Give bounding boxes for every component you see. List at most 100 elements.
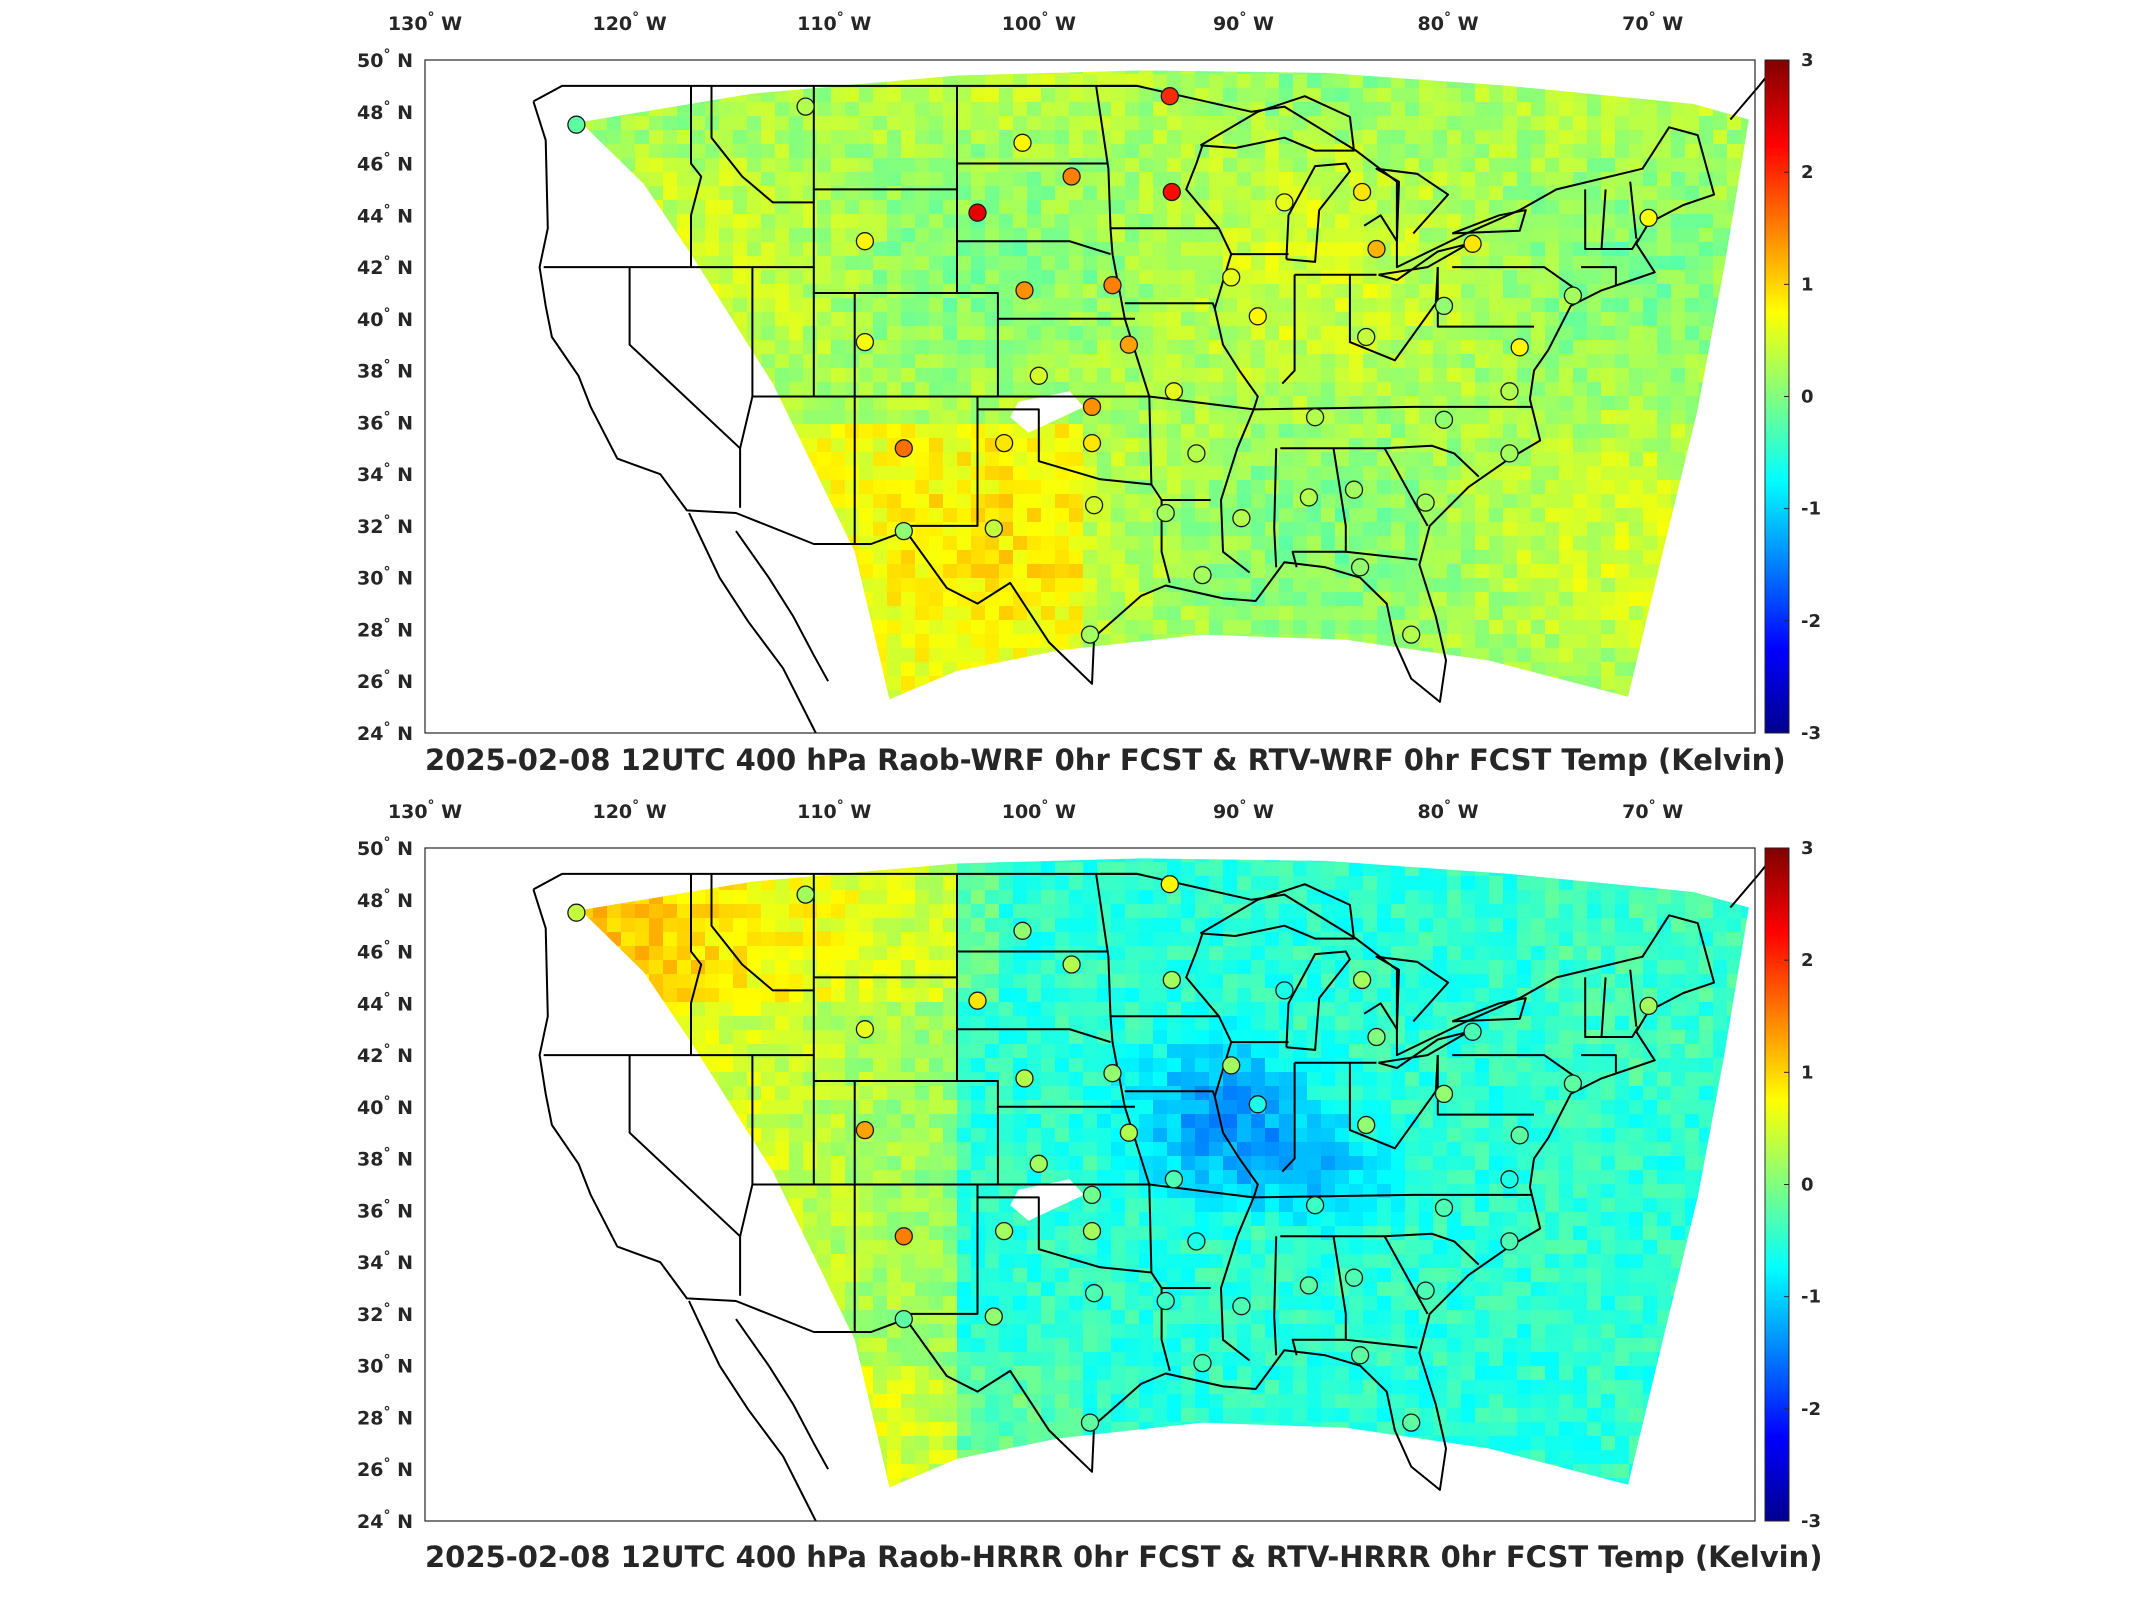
observation-marker	[984, 519, 1003, 538]
observation-marker	[1015, 1069, 1034, 1088]
colorbar-tick-label: -3	[1801, 1511, 1821, 1532]
observation-marker	[1402, 625, 1421, 644]
observation-marker	[796, 97, 815, 116]
observation-marker	[1222, 1056, 1241, 1075]
state-line	[1581, 266, 1617, 286]
state-line	[1213, 1096, 1259, 1362]
observation-marker	[1416, 1281, 1435, 1300]
lat-tick-label: 26° N	[357, 1456, 413, 1481]
observation-marker	[1156, 503, 1175, 523]
colorbar-tick-label: 1	[1801, 1062, 1814, 1083]
state-line	[752, 1183, 1254, 1199]
gulf-coast	[735, 530, 829, 682]
observation-marker	[1500, 1170, 1519, 1189]
lat-tick-label: 32° N	[357, 1301, 413, 1326]
observation-marker	[855, 1020, 875, 1039]
observation-marker	[1029, 366, 1048, 385]
colorbar-tick-label: 2	[1801, 162, 1814, 183]
panel-title-wrf: 2025-02-08 12UTC 400 hPa Raob-WRF 0hr FC…	[425, 743, 1786, 777]
colorbar-tick-label: -3	[1801, 723, 1821, 744]
state-line	[1253, 405, 1532, 411]
state-line	[1280, 444, 1480, 478]
lat-tick-label: 50° N	[357, 47, 413, 72]
state-line	[690, 85, 703, 268]
state-line	[1436, 267, 1534, 328]
observation-marker	[1080, 625, 1100, 644]
great-lake	[1285, 950, 1351, 1051]
map-svg-wrf: 130° W 120° W 110° W 100° W 90° W 80° W 70° W 5…	[357, 10, 1821, 745]
observation-marker	[984, 1307, 1003, 1326]
observation-marker	[968, 203, 987, 222]
lat-tick-label: 36° N	[357, 409, 413, 434]
observation-marker	[1500, 1232, 1519, 1251]
state-line	[628, 267, 741, 450]
state-line	[1345, 1338, 1418, 1349]
lon-tick-label: 130° W	[388, 798, 462, 823]
observation-marker	[1082, 1221, 1102, 1241]
observation-marker	[1500, 444, 1519, 463]
observation-marker	[1434, 1198, 1454, 1217]
state-line	[1281, 1062, 1296, 1173]
observation-marker	[1103, 276, 1122, 295]
lat-tick-label: 34° N	[357, 461, 413, 486]
lat-tick-label: 30° N	[357, 565, 413, 590]
observation-marker	[1082, 1185, 1102, 1205]
observation-marker	[1187, 444, 1206, 463]
state-line	[1185, 933, 1220, 1017]
lon-tick-label: 100° W	[1002, 10, 1076, 35]
lat-tick-label: 42° N	[357, 1042, 413, 1067]
map-panel-hrrr: 130° W 120° W 110° W 100° W 90° W 80° W 70° W 5…	[0, 788, 2133, 1600]
colorbar-tick-label: 2	[1801, 950, 1814, 971]
observation-marker	[1344, 480, 1364, 499]
lat-tick-label: 46° N	[357, 151, 413, 176]
map-panel-wrf: 130° W 120° W 110° W 100° W 90° W 80° W 70° W 5…	[357, 10, 1821, 777]
state-line	[903, 1184, 979, 1315]
observation-marker	[855, 232, 875, 251]
observation-marker	[1062, 167, 1081, 186]
lon-tick-label: 130° W	[388, 10, 462, 35]
boundaries	[532, 852, 1777, 1522]
state-line	[903, 396, 979, 527]
observation-marker	[1357, 327, 1376, 347]
lat-tick-label: 34° N	[357, 1249, 413, 1274]
no-data-patch	[1010, 391, 1084, 433]
state-line	[1629, 969, 1638, 1027]
state-line	[1185, 145, 1220, 229]
observation-marker	[1084, 496, 1104, 515]
baja-coast	[688, 1300, 817, 1522]
state-line	[1600, 977, 1607, 1038]
state-line	[977, 1196, 1171, 1372]
observation-marker	[1402, 1413, 1421, 1432]
state-line	[739, 1055, 754, 1296]
state-line	[1095, 873, 1153, 1273]
lon-tick-label: 120° W	[592, 10, 666, 35]
observation-marker	[1500, 382, 1519, 401]
observation-marker	[1434, 296, 1454, 316]
observation-marker	[1367, 1027, 1386, 1047]
state-line	[1584, 189, 1640, 250]
observation-marker	[1352, 970, 1372, 990]
observation-marker	[1082, 397, 1102, 417]
observation-marker	[1367, 239, 1386, 259]
state-line	[1452, 266, 1582, 294]
observation-marker	[1563, 1074, 1583, 1093]
observation-marker	[567, 903, 586, 922]
observation-marker	[1434, 410, 1454, 429]
great-lake	[1451, 209, 1527, 235]
map-frame	[424, 59, 1756, 734]
lon-tick-label: 90° W	[1213, 10, 1274, 35]
observation-marker	[1029, 1154, 1048, 1173]
observation-marker	[1305, 1196, 1325, 1215]
observation-marker	[994, 433, 1014, 453]
observation-marker	[796, 885, 815, 904]
observation-marker	[1232, 509, 1251, 528]
observation-marker	[1248, 1095, 1267, 1114]
colorbar-tick-label: 3	[1801, 838, 1814, 859]
observation-marker	[894, 439, 913, 458]
observation-marker	[1563, 286, 1583, 305]
observation-marker	[1013, 133, 1032, 152]
observation-marker	[994, 1221, 1014, 1241]
lat-tick-label: 40° N	[357, 1094, 413, 1119]
observation-marker	[1248, 307, 1267, 326]
observation-marker	[1015, 281, 1034, 300]
